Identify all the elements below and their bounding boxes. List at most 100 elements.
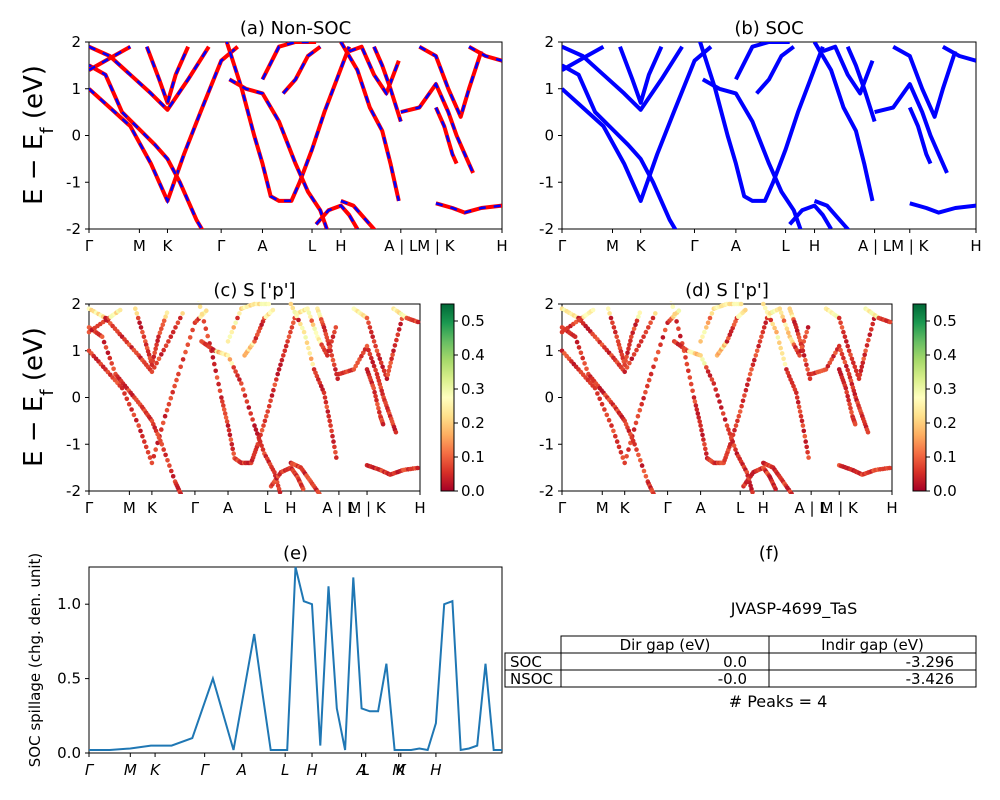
scatter-point [185,342,191,348]
scatter-point [760,329,766,335]
xtick-label: A [257,237,268,255]
xtick-label: Γ [200,761,210,779]
scatter-point [576,345,582,350]
spillage-line [89,566,502,752]
scatter-point [678,333,683,339]
scatter-point [616,444,622,450]
scatter-point [203,326,209,332]
scatter-point [371,363,377,369]
scatter-point [738,301,744,307]
scatter-point [244,399,250,404]
scatter-point [775,335,781,340]
scatter-point [187,335,193,340]
scatter-point [141,334,147,340]
scatter-point [367,351,373,357]
scatter-point [645,383,650,389]
scatter-point [306,345,311,351]
scatter-point [330,433,335,439]
band-line-dash [434,106,458,165]
scatter-point [743,307,748,313]
xtick-label: A | L [795,499,829,517]
table-cell: -3.426 [906,670,954,688]
scatter-point [690,388,695,394]
scatter-point [396,327,402,332]
scatter-point [641,334,646,340]
scatter-point [702,329,707,335]
xtick-label: Γ [558,237,567,255]
scatter-point [390,352,395,358]
scatter-point [705,320,711,326]
scatter-point [636,452,641,458]
scatter-point [308,356,314,362]
scatter-point [225,423,231,428]
scatter-point [724,423,730,428]
scatter-point [330,357,336,363]
scatter-point [159,326,164,332]
scatter-point [156,334,161,340]
scatter-point [836,315,842,321]
scatter-point [784,326,790,332]
scatter-point [623,358,628,364]
scatter-point [624,354,629,360]
scatter-point [698,423,703,428]
xtick-label: K [147,499,158,517]
scatter-point [163,343,169,349]
band-line [892,44,958,119]
xtick-label: H [970,237,981,255]
scatter-point [196,301,200,302]
scatter-point [653,311,658,316]
scatter-point [750,490,755,494]
scatter-point [161,447,166,452]
scatter-point [582,361,587,366]
scatter-point [597,396,602,402]
scatter-point [333,450,338,455]
ytick-label: -2 [539,482,554,500]
scatter-point [604,412,610,418]
ytick-label: 1 [544,80,554,98]
scatter-point [286,334,292,340]
scatter-point [733,423,739,428]
band-line [618,45,664,105]
scatter-point [149,460,155,466]
scatter-point [749,367,754,372]
scatter-point [107,355,113,361]
scatter-point [717,399,722,404]
scatter-point [237,377,242,382]
scatter-point [737,409,743,414]
scatter-point [274,377,279,382]
scatter-point [774,329,779,335]
scatter-point [632,442,637,447]
xtick-label: A | L [384,237,418,255]
scatter-point [676,308,682,314]
band-line [909,201,976,215]
panel-title: (c) S ['p'] [213,280,295,301]
spillage-ylabel: SOC spillage (chg. den. unit) [26,553,44,768]
scatter-point [210,355,216,360]
scatter-point [713,387,718,392]
scatter-point [129,407,134,412]
scatter-point [221,403,226,408]
scatter-point [844,339,849,344]
scatter-point [154,342,159,348]
scatter-point [634,447,639,452]
xtick-label: H [335,237,346,255]
xtick-label: Γ [85,761,95,779]
scatter-point [746,377,751,382]
scatter-point [844,363,849,369]
scatter-point [227,357,233,362]
ytick-label: 2 [544,295,554,313]
scatter-point [836,343,842,349]
scatter-point [213,368,218,374]
table-row-label: NSOC [510,670,553,688]
scatter-point [330,334,336,340]
scatter-point [180,357,186,362]
scatter-point [328,423,333,428]
xtick-label: K [396,761,407,779]
ytick-label: -1 [66,173,81,191]
scatter-point [231,325,236,330]
scatter-point [841,329,846,335]
scatter-point [627,342,632,348]
scatter-point [750,362,756,368]
xtick-label: M [133,237,146,255]
scatter-point [248,411,253,416]
